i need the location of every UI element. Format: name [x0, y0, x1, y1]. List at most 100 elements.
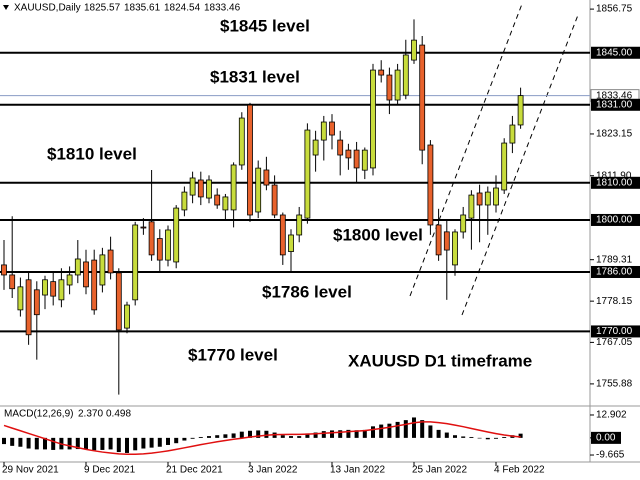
y-tick-box: [591, 431, 621, 444]
symbol-icon: [3, 5, 9, 10]
candle-body: [255, 167, 262, 213]
macd-bar: [502, 436, 507, 438]
candle-body: [353, 149, 360, 169]
candle-body: [370, 69, 376, 169]
current-price-label: 1833.46: [596, 90, 633, 101]
macd-bar: [256, 430, 261, 438]
signal-line: [3, 421, 521, 455]
macd-bar: [149, 437, 154, 448]
candle-body: [197, 179, 204, 198]
candle-body: [140, 226, 147, 229]
candle-body: [296, 214, 303, 236]
channel-line: [409, 3, 523, 297]
macd-bar: [157, 437, 162, 447]
candle-body: [361, 149, 368, 171]
macd-bar: [305, 433, 310, 438]
candle-body: [394, 69, 401, 101]
macd-bar: [51, 437, 56, 450]
annotation: $1786 level: [262, 282, 352, 301]
macd-bar: [330, 430, 334, 438]
y-tick-label: 1823.15: [596, 129, 633, 140]
x-tick-label: 21 Dec 2021: [166, 465, 223, 476]
candle-body: [468, 194, 475, 219]
candle-body: [222, 196, 229, 211]
candle-body: [263, 169, 270, 186]
x-tick-label: 25 Jan 2022: [412, 465, 467, 476]
candle-body: [484, 191, 491, 206]
macd-bar: [477, 437, 482, 439]
macd-bar: [2, 437, 6, 445]
y-tick-label: 12.902: [596, 410, 627, 421]
x-tick-label: 4 Feb 2022: [494, 465, 545, 476]
candle-body: [337, 139, 344, 156]
candle-body: [17, 286, 24, 311]
macd-bar: [444, 432, 449, 438]
candle-body: [378, 69, 385, 76]
candle-body: [132, 224, 139, 301]
macd-bar: [387, 423, 392, 438]
macd-bar: [403, 420, 408, 438]
level-label-box: [591, 176, 640, 189]
high-readout: 1835.61: [124, 3, 161, 14]
macd-bar: [518, 433, 523, 438]
annotation: $1810 level: [47, 144, 137, 163]
candle-body: [181, 191, 188, 211]
macd-bar: [215, 435, 220, 438]
y-tick-label: 0.00: [596, 433, 616, 444]
macd-bar: [18, 437, 23, 447]
x-tick-label: 3 Jan 2022: [248, 465, 298, 476]
candle-body: [1, 264, 7, 276]
level-label-box: [591, 213, 640, 226]
macd-bar: [453, 435, 457, 438]
open-readout: 1825.57: [84, 3, 121, 14]
macd-bar: [395, 421, 400, 438]
macd-title: MACD(12,26,9): [4, 409, 73, 420]
level-label: 1800.00: [596, 215, 633, 226]
macd-bar: [428, 425, 433, 438]
candle-body: [460, 214, 467, 233]
macd-bar: [469, 436, 474, 438]
x-tick-label: 13 Jan 2022: [330, 465, 385, 476]
macd-bar: [264, 430, 269, 438]
macd-bar: [84, 437, 88, 450]
macd-bar: [239, 431, 244, 438]
candle-body: [443, 231, 450, 251]
macd-bar: [223, 434, 228, 438]
candle-body: [452, 231, 458, 266]
candle-body: [214, 194, 221, 206]
candle-body: [411, 39, 417, 61]
candle-body: [124, 304, 130, 329]
macd-bar: [338, 430, 343, 438]
macd-bar: [75, 437, 80, 450]
macd-bar: [133, 437, 138, 451]
macd-bar: [436, 429, 441, 438]
candle-body: [74, 258, 81, 276]
annotation: $1845 level: [220, 16, 310, 35]
x-tick-label: 9 Dec 2021: [84, 465, 136, 476]
candle-body: [91, 259, 98, 311]
macd-readout: 2.370: [78, 409, 103, 420]
candle-body: [42, 279, 48, 296]
macd-bar: [125, 437, 129, 453]
candle-body: [402, 54, 409, 96]
macd-bar: [174, 437, 179, 444]
level-label: 1810.00: [596, 177, 633, 188]
macd-bar: [43, 437, 47, 450]
candle-body: [25, 279, 32, 336]
y-tick-label: -9.665: [596, 450, 625, 461]
candle-body: [288, 234, 294, 252]
candle-body: [156, 238, 163, 261]
candle-body: [271, 184, 278, 216]
level-label-box: [591, 98, 640, 111]
candle-body: [386, 74, 393, 101]
symbol: XAUUSD,Daily: [14, 3, 81, 14]
macd-bar: [116, 437, 121, 453]
macd-bar: [190, 437, 195, 439]
macd-bar: [280, 435, 285, 438]
candle-body: [173, 207, 180, 263]
signal-readout: 0.498: [106, 409, 131, 420]
candle-body: [230, 164, 237, 211]
low-readout: 1824.54: [164, 3, 201, 14]
candle-body: [99, 254, 106, 286]
